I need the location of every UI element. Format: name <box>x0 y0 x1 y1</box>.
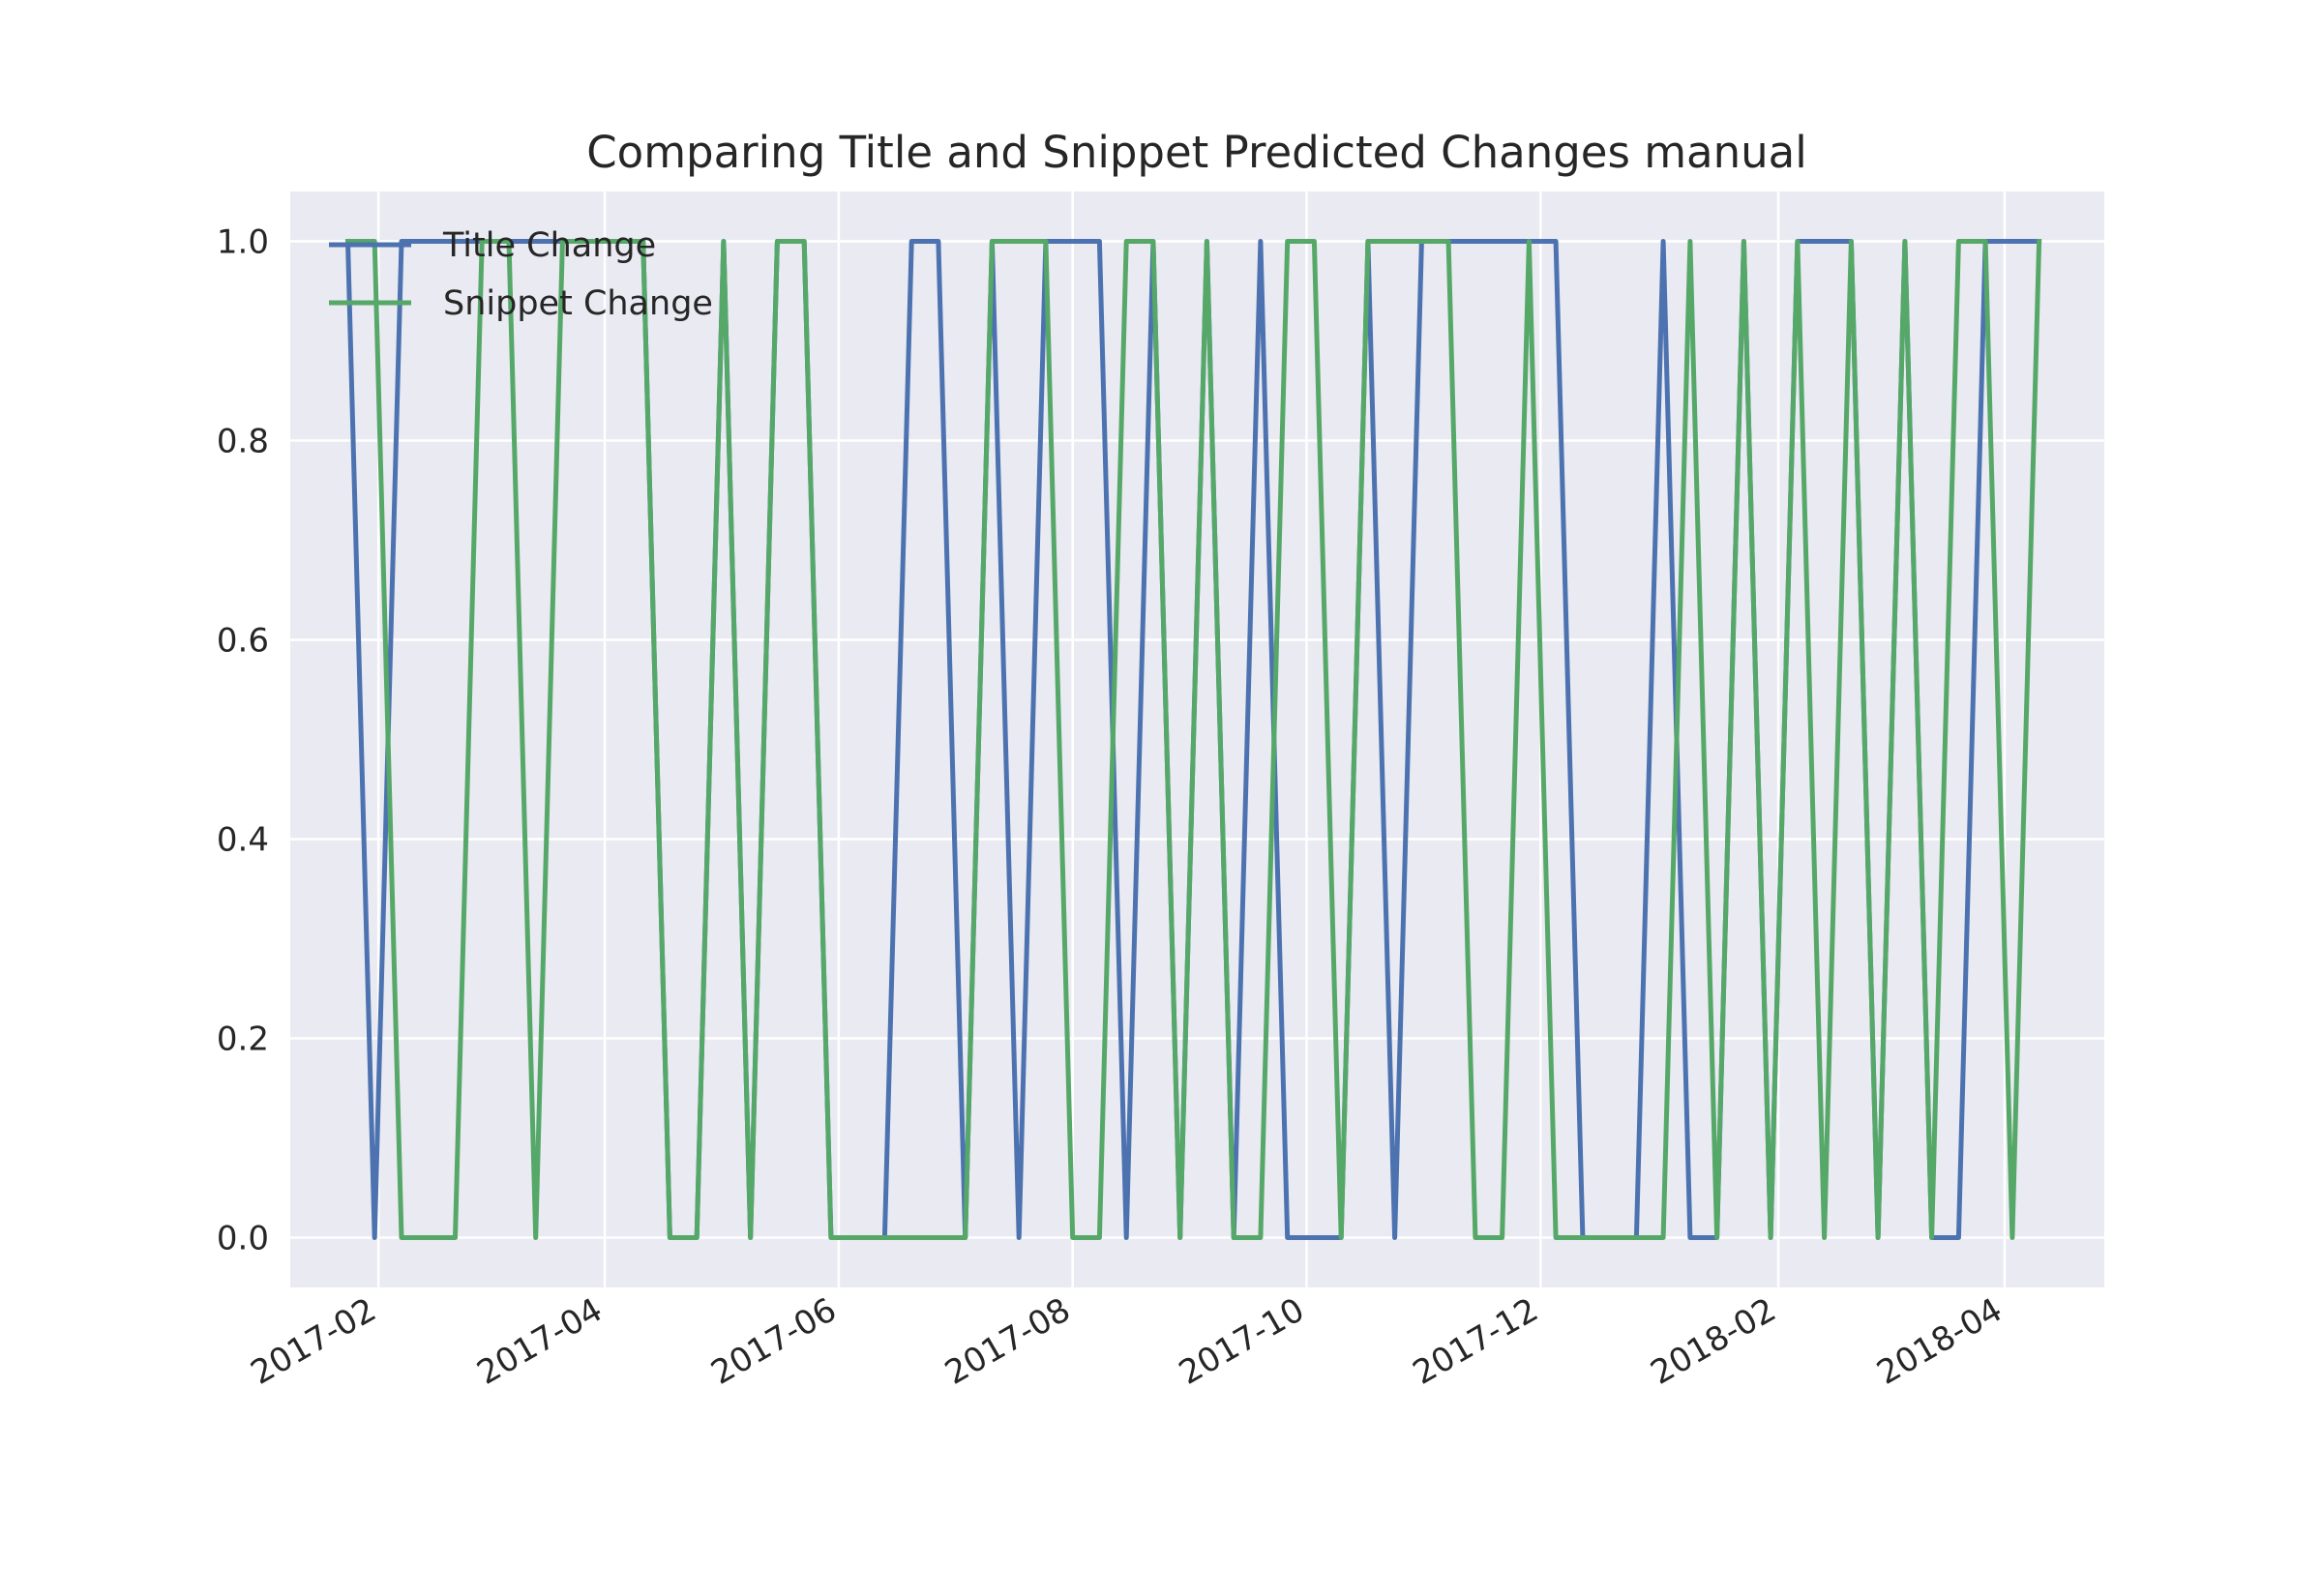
y-tick-label: 1.0 <box>217 223 269 262</box>
x-tick-label: 2017-08 <box>938 1290 1077 1393</box>
x-tick-label: 2018-02 <box>1645 1290 1783 1393</box>
y-tick-label: 0.8 <box>217 423 269 461</box>
series-line-snippet-change <box>345 238 2042 1240</box>
x-tick-label: 2017-04 <box>471 1290 610 1393</box>
y-tick-label: 0.2 <box>217 1020 269 1059</box>
y-tick-label: 0.4 <box>217 821 269 860</box>
y-axis: 0.0 0.2 0.4 0.6 0.8 1.0 <box>217 223 269 1258</box>
x-tick-label: 2018-04 <box>1870 1290 2009 1393</box>
x-tick-label: 2017-06 <box>704 1290 843 1393</box>
x-tick-label: 2017-12 <box>1407 1290 1545 1393</box>
legend: Title Change Snippet Change <box>329 226 713 323</box>
x-tick-label: 2017-10 <box>1173 1290 1311 1393</box>
series-lines <box>344 238 2042 1240</box>
y-tick-label: 0.6 <box>217 622 269 661</box>
legend-label-title-change: Title Change <box>442 226 656 265</box>
y-tick-label: 0.0 <box>217 1220 269 1258</box>
x-tick-label: 2017-02 <box>245 1290 383 1393</box>
plot-area <box>290 192 2104 1287</box>
chart-title: Comparing Title and Snippet Predicted Ch… <box>586 127 1807 178</box>
legend-label-snippet-change: Snippet Change <box>443 284 713 323</box>
x-axis: 2017-02 2017-04 2017-06 2017-08 2017-10 2017-… <box>245 1290 2009 1393</box>
